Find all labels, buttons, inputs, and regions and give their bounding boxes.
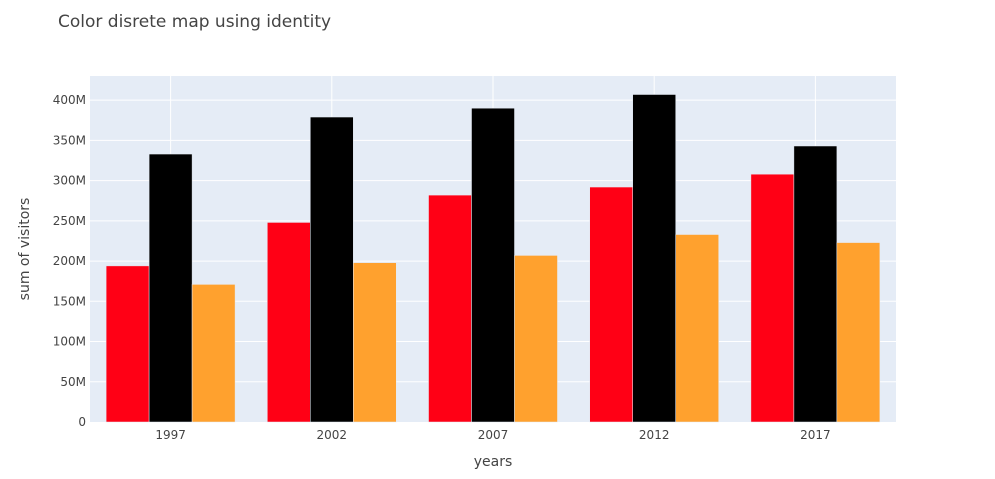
y-tick-label: 350M: [53, 133, 86, 147]
chart-title: Color disrete map using identity: [58, 12, 331, 32]
y-tick-label: 0: [78, 415, 86, 429]
bar-red-2007: [428, 194, 472, 423]
x-tick-label: 2007: [478, 428, 509, 442]
y-tick-label: 100M: [53, 335, 86, 349]
bar-red-1997: [105, 265, 150, 423]
x-tick-label: 2012: [639, 428, 670, 442]
y-axis-title: sum of visitors: [17, 198, 33, 301]
y-tick-label: 250M: [53, 214, 86, 228]
x-axis-title: years: [474, 454, 513, 470]
bar-red-2017: [750, 173, 795, 423]
bar-red-2002: [267, 222, 311, 423]
bar-orange-2002: [353, 262, 397, 423]
bar-red-2012: [589, 186, 633, 423]
bar-orange-2012: [675, 234, 719, 423]
bar-black-2012: [632, 94, 676, 423]
bar-black-2002: [310, 116, 354, 423]
x-axis-ticks: 1997 2002 2007 2012 2017: [155, 428, 830, 442]
y-tick-label: 50M: [60, 375, 86, 389]
x-tick-label: 1997: [155, 428, 186, 442]
bar-orange-2017: [836, 242, 881, 423]
bar-black-2017: [793, 145, 838, 423]
y-tick-label: 400M: [53, 93, 86, 107]
bar-orange-1997: [191, 284, 236, 423]
bar-black-1997: [148, 153, 193, 423]
x-tick-label: 2002: [317, 428, 348, 442]
bar-black-2007: [471, 107, 515, 423]
y-tick-label: 150M: [53, 294, 86, 308]
y-tick-label: 300M: [53, 174, 86, 188]
bar-orange-2007: [514, 255, 558, 423]
x-tick-label: 2017: [800, 428, 831, 442]
y-tick-label: 200M: [53, 254, 86, 268]
y-axis-ticks: 0 50M 100M 150M 200M 250M 300M 350M 400M: [53, 93, 86, 429]
bars: [105, 94, 881, 423]
